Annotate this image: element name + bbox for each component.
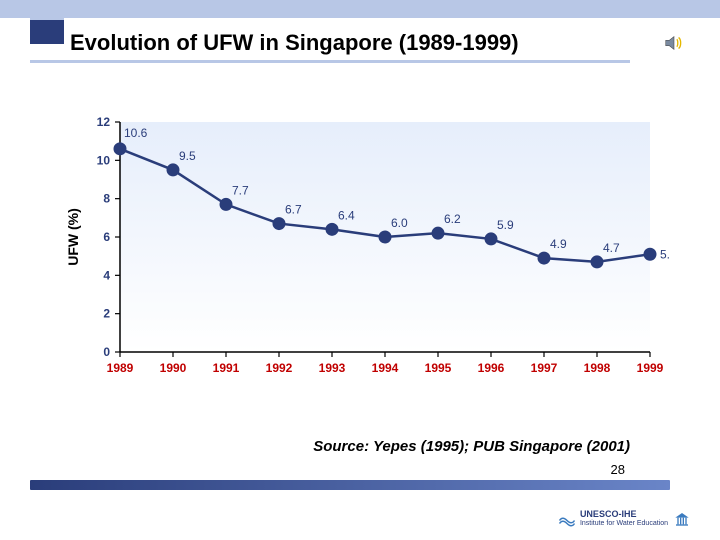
wave-icon bbox=[558, 510, 576, 528]
svg-text:4.7: 4.7 bbox=[603, 241, 620, 255]
svg-text:0: 0 bbox=[103, 345, 110, 359]
svg-text:1997: 1997 bbox=[531, 361, 558, 375]
svg-text:6.4: 6.4 bbox=[338, 208, 355, 222]
svg-text:12: 12 bbox=[97, 115, 111, 129]
temple-icon bbox=[674, 511, 690, 527]
page-number: 28 bbox=[611, 462, 625, 477]
svg-text:UFW (%): UFW (%) bbox=[65, 208, 81, 266]
svg-text:1994: 1994 bbox=[372, 361, 399, 375]
svg-text:6.2: 6.2 bbox=[444, 212, 461, 226]
svg-text:7.7: 7.7 bbox=[232, 183, 249, 197]
source-citation: Source: Yepes (1995); PUB Singapore (200… bbox=[0, 438, 710, 455]
page-title: Evolution of UFW in Singapore (1989-1999… bbox=[70, 30, 519, 56]
svg-text:2: 2 bbox=[103, 307, 110, 321]
top-accent-bar bbox=[0, 0, 720, 18]
bottom-rule bbox=[30, 480, 670, 490]
svg-text:9.5: 9.5 bbox=[179, 149, 196, 163]
svg-text:1998: 1998 bbox=[584, 361, 611, 375]
svg-text:1995: 1995 bbox=[425, 361, 452, 375]
footer-text: UNESCO-IHE Institute for Water Education bbox=[580, 510, 668, 528]
svg-text:1992: 1992 bbox=[266, 361, 293, 375]
svg-text:8: 8 bbox=[103, 192, 110, 206]
footer-brand: UNESCO-IHE bbox=[580, 510, 668, 520]
corner-accent bbox=[30, 10, 64, 20]
footer-logo: UNESCO-IHE Institute for Water Education bbox=[558, 510, 690, 528]
svg-text:6.0: 6.0 bbox=[391, 216, 408, 230]
svg-text:1990: 1990 bbox=[160, 361, 187, 375]
svg-text:10.6: 10.6 bbox=[124, 126, 148, 140]
footer-tagline: Institute for Water Education bbox=[580, 520, 668, 528]
svg-text:4: 4 bbox=[103, 268, 110, 282]
svg-text:10: 10 bbox=[97, 153, 111, 167]
title-underline bbox=[30, 60, 630, 63]
svg-text:4.9: 4.9 bbox=[550, 237, 567, 251]
svg-text:1991: 1991 bbox=[213, 361, 240, 375]
svg-text:1989: 1989 bbox=[107, 361, 134, 375]
svg-text:6: 6 bbox=[103, 230, 110, 244]
ufw-line-chart: 0 2 4 6 8 10 12 UFW (%) 1989 1990 1991 1992 1993 1994… bbox=[50, 110, 670, 410]
svg-text:5.9: 5.9 bbox=[497, 218, 514, 232]
svg-text:1996: 1996 bbox=[478, 361, 505, 375]
svg-text:1999: 1999 bbox=[637, 361, 664, 375]
speaker-icon bbox=[663, 32, 685, 54]
svg-text:1993: 1993 bbox=[319, 361, 346, 375]
svg-text:5.1: 5.1 bbox=[660, 247, 670, 261]
svg-text:6.7: 6.7 bbox=[285, 203, 302, 217]
slide-root: Evolution of UFW in Singapore (1989-1999… bbox=[0, 0, 720, 540]
